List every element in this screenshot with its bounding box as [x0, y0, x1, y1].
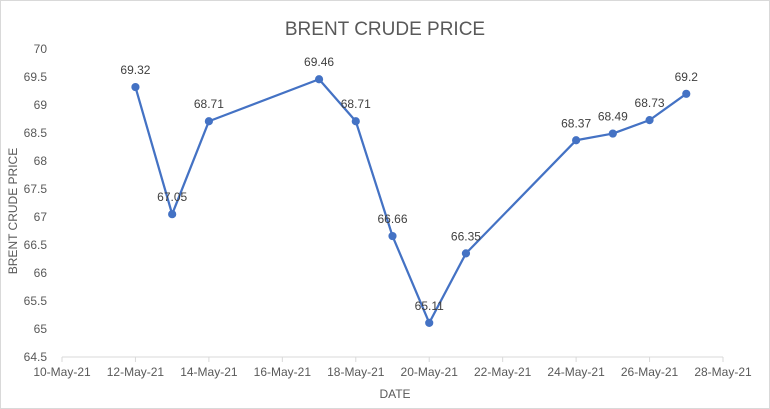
data-label: 66.66 [377, 212, 407, 226]
x-tick-label: 20-May-21 [401, 365, 459, 379]
y-tick-label: 69 [34, 98, 48, 112]
data-label: 65.11 [415, 299, 444, 313]
y-tick-label: 68.5 [24, 126, 48, 140]
data-point [388, 231, 397, 241]
y-tick-label: 70 [34, 42, 48, 56]
data-labels: 69.32 67.05 68.71 69.46 68.71 66.66 65.11 66.35… [120, 55, 698, 313]
chart-title: BRENT CRUDE PRICE [285, 19, 485, 40]
x-tick-labels: 10-May-21 12-May-21 14-May-21 16-May-21 18-M… [33, 365, 752, 379]
data-point [645, 116, 654, 125]
data-label: 68.49 [598, 110, 628, 124]
data-point [608, 129, 617, 138]
data-point [204, 117, 213, 126]
x-tick-label: 10-May-21 [33, 365, 91, 379]
y-tick-label: 67.5 [24, 182, 48, 196]
x-tick-label: 16-May-21 [254, 365, 312, 379]
y-tick-label: 65 [34, 322, 48, 336]
data-label: 67.05 [157, 190, 187, 204]
data-label: 68.37 [561, 116, 591, 130]
x-tick-label: 24-May-21 [547, 365, 605, 379]
x-tick-label: 18-May-21 [327, 365, 385, 379]
data-points [131, 75, 691, 327]
y-tick-label: 68 [34, 154, 48, 168]
y-axis-title: BRENT CRUDE PRICE [6, 148, 20, 274]
y-tick-label: 67 [34, 210, 48, 224]
data-point [314, 75, 324, 84]
data-point [168, 210, 177, 219]
data-label: 69.46 [304, 55, 334, 69]
x-axis-title: DATE [379, 387, 410, 401]
x-tick-label: 22-May-21 [474, 365, 532, 379]
x-tick-label: 14-May-21 [180, 365, 238, 379]
y-tick-label: 64.5 [24, 350, 48, 364]
x-tick-label: 28-May-21 [694, 365, 752, 379]
data-point [351, 117, 360, 126]
data-point [572, 136, 581, 145]
data-point [682, 89, 691, 98]
data-label: 69.2 [675, 70, 699, 84]
x-tick-label: 12-May-21 [107, 365, 165, 379]
y-tick-label: 65.5 [24, 294, 48, 308]
data-label: 68.73 [635, 96, 665, 110]
x-tick-label: 26-May-21 [621, 365, 679, 379]
y-tick-labels: 64.5 65 65.5 66 66.5 67 67.5 68 68.5 69 69.5 70 [24, 42, 48, 364]
y-tick-label: 66 [34, 266, 48, 280]
series-line [134, 78, 687, 324]
data-point [461, 249, 471, 258]
data-label: 68.71 [194, 97, 224, 111]
y-tick-label: 69.5 [24, 70, 48, 84]
data-label: 68.71 [341, 97, 371, 111]
data-label: 69.32 [120, 63, 150, 77]
data-point [131, 82, 140, 92]
x-tick-marks [61, 357, 724, 362]
data-label: 66.35 [451, 229, 481, 243]
data-point [425, 318, 434, 327]
y-tick-label: 66.5 [24, 238, 48, 252]
